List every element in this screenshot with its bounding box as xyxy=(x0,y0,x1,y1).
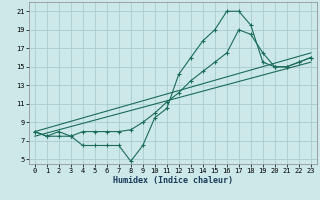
X-axis label: Humidex (Indice chaleur): Humidex (Indice chaleur) xyxy=(113,176,233,185)
